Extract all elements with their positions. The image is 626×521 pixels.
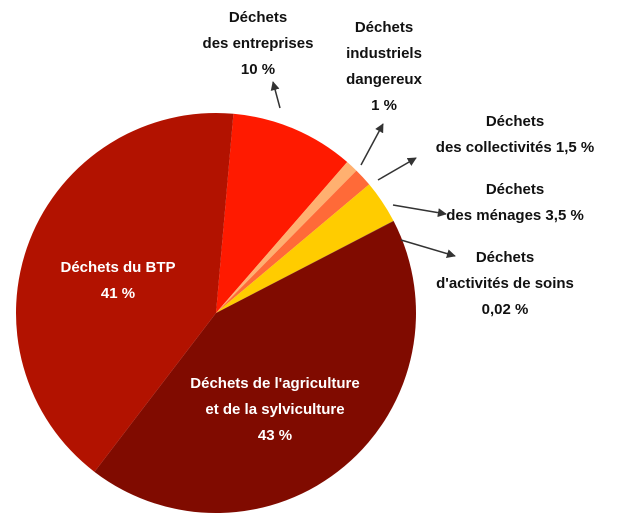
category-label: Déchets des entreprises: [202, 9, 314, 52]
pie-slice: [15, 112, 234, 472]
category-label: Déchets industriels dangereux: [346, 19, 422, 88]
slice-label: Déchets du BTP 41 %: [60, 255, 175, 307]
leader-line: [400, 239, 456, 259]
value-label: 41 %: [100, 285, 136, 302]
value-label: 1 %: [371, 97, 397, 114]
value-label: 10 %: [240, 61, 276, 78]
slice-label: Déchets des entreprises 10 %: [203, 5, 314, 83]
value-label: 0,02 %: [481, 301, 529, 318]
value-label: 3,5 %: [545, 207, 584, 224]
pie-slice: [216, 113, 348, 313]
category-label: Déchets des collectivités: [435, 113, 552, 156]
category-label: Déchets du BTP: [60, 259, 176, 276]
pie-slice: [94, 221, 417, 513]
pie-slice: [216, 162, 357, 313]
pie-slice: [216, 170, 370, 313]
value-label: 43 %: [257, 427, 293, 444]
leader-line: [360, 123, 384, 166]
slice-label: Déchets d'activités de soins 0,02 %: [436, 245, 574, 323]
slice-label: Déchets de l'agriculture et de la sylvic…: [190, 371, 359, 449]
value-label: 1,5 %: [555, 139, 595, 156]
pie-slice: [216, 220, 394, 313]
leader-line: [392, 204, 447, 218]
slice-label: Déchets des ménages 3,5 %: [446, 177, 584, 229]
pie-slice: [216, 184, 394, 313]
slices: [15, 112, 417, 513]
category-label: Déchets de l'agriculture et de la sylvic…: [190, 375, 360, 418]
slice-label: Déchets industriels dangereux 1 %: [346, 15, 422, 119]
leader-lines: [270, 81, 456, 259]
category-label: Déchets d'activités de soins: [436, 249, 574, 292]
leader-line: [270, 81, 281, 109]
leader-line: [377, 157, 417, 181]
slice-label: Déchets des collectivités 1,5 %: [436, 109, 594, 161]
category-label: Déchets des ménages: [446, 181, 545, 224]
